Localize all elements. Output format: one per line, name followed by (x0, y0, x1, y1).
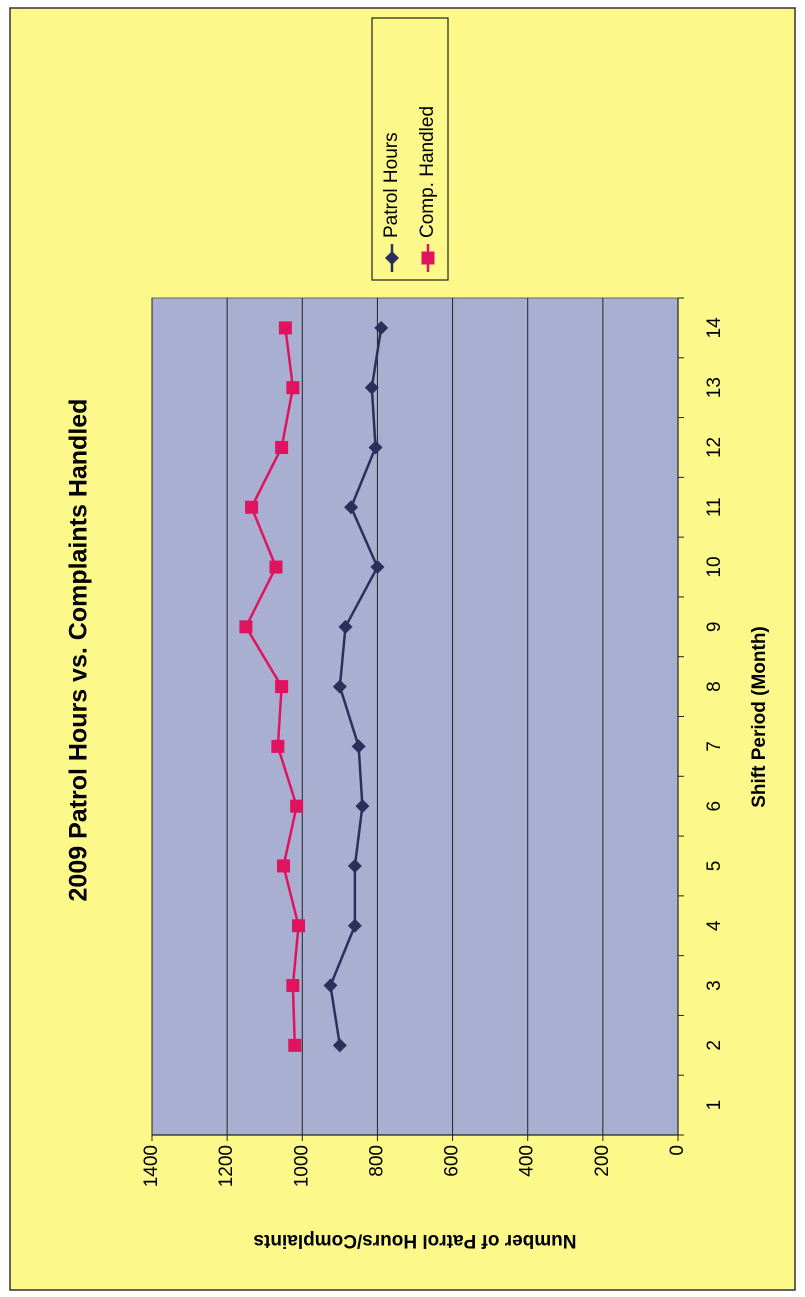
x-tick-label: 1 (704, 1100, 725, 1111)
chart-title: 2009 Patrol Hours vs. Complaints Handled (65, 399, 93, 902)
y-tick-label: 600 (442, 1145, 463, 1177)
x-tick-label: 7 (704, 741, 725, 752)
x-tick-label: 12 (704, 437, 725, 458)
square-marker (245, 500, 259, 514)
y-axis-title: Number of Patrol Hours/Complaints (253, 1230, 576, 1251)
diamond-marker (385, 251, 399, 265)
plot-area (151, 297, 679, 1136)
rotated-chart: 2009 Patrol Hours vs. Complaints Handled… (65, 17, 770, 1251)
diamond-marker (351, 739, 366, 754)
legend-label: Patrol Hours (381, 132, 402, 238)
diamond-marker (347, 918, 362, 933)
square-marker (288, 1038, 302, 1052)
x-tick-label: 5 (704, 861, 725, 872)
square-marker (290, 799, 304, 813)
diamond-marker (347, 858, 362, 873)
y-tick-label: 1400 (141, 1145, 162, 1187)
x-tick-label: 14 (704, 317, 725, 339)
square-marker (292, 919, 306, 933)
x-axis-title: Shift Period (Month) (749, 626, 770, 808)
square-marker (275, 440, 289, 454)
diamond-marker (344, 500, 359, 515)
x-tick-label: 3 (704, 980, 725, 991)
x-tick-label: 4 (704, 920, 725, 931)
legend-label: Comp. Handled (417, 106, 438, 238)
legend: Patrol Hours Comp. Handled (371, 17, 449, 281)
square-marker (286, 381, 300, 395)
diamond-marker (364, 380, 379, 395)
square-marker (239, 620, 253, 634)
y-tick-label: 1000 (291, 1145, 312, 1187)
y-tick-label: 200 (592, 1145, 613, 1177)
y-tick-label: 1200 (216, 1145, 237, 1187)
square-marker (421, 251, 435, 265)
diamond-marker (332, 679, 347, 694)
x-tick-label: 13 (704, 377, 725, 398)
x-tick-label: 11 (704, 497, 725, 517)
diamond-marker (338, 619, 353, 634)
square-marker (278, 321, 292, 335)
diamond-marker (374, 320, 389, 335)
x-tick-label: 8 (704, 681, 725, 692)
y-tick-label: 400 (517, 1145, 538, 1177)
x-tick-label: 9 (704, 622, 725, 633)
square-marker (269, 560, 283, 574)
diamond-marker (368, 440, 383, 455)
x-tick-label: 2 (704, 1040, 725, 1051)
square-marker (286, 979, 300, 993)
y-tick-label: 0 (667, 1145, 688, 1156)
square-marker (271, 739, 285, 753)
square-marker (277, 859, 290, 873)
x-tick-label: 6 (704, 801, 725, 812)
diamond-marker (323, 978, 338, 993)
y-tick-label: 800 (366, 1145, 387, 1177)
diamond-marker (370, 560, 385, 575)
x-tick-label: 10 (704, 556, 725, 577)
square-marker (275, 680, 289, 694)
legend-box (371, 17, 449, 281)
